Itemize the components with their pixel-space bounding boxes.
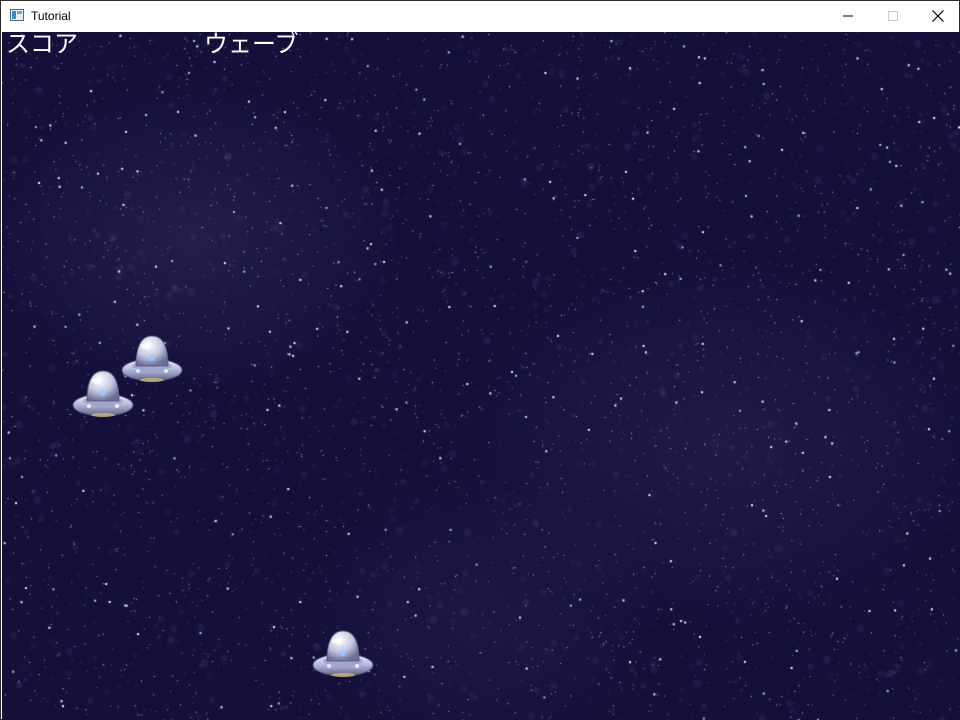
maximize-button[interactable] (870, 1, 916, 31)
ufo-enemy (72, 370, 134, 417)
close-icon (932, 10, 944, 22)
minimize-icon (843, 15, 853, 17)
score-label: スコア (6, 32, 78, 58)
ufo-enemy (121, 335, 183, 382)
wave-label: ウェーブ (204, 32, 299, 58)
title-bar[interactable]: Tutorial (1, 1, 959, 31)
window-title: Tutorial (31, 9, 71, 23)
app-icon (10, 9, 24, 21)
minimize-button[interactable] (825, 1, 871, 31)
game-canvas[interactable]: スコア ウェーブ (2, 32, 960, 720)
close-button[interactable] (915, 1, 960, 31)
maximize-icon (888, 11, 898, 21)
ufo-enemy (312, 630, 374, 677)
